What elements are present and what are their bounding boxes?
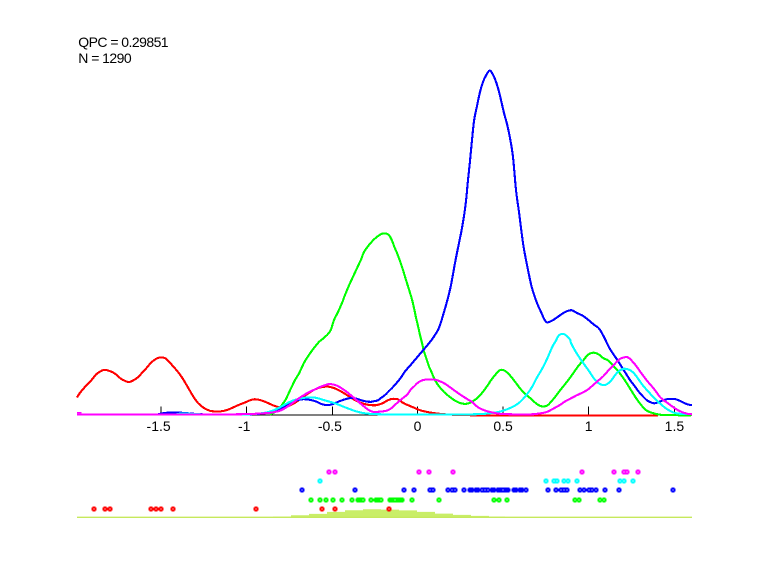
svg-text:-1: -1 (238, 418, 251, 434)
svg-text:0: 0 (414, 418, 422, 434)
svg-text:1: 1 (585, 418, 593, 434)
svg-text:1.5: 1.5 (665, 418, 685, 434)
svg-text:-0.5: -0.5 (318, 418, 342, 434)
svg-text:-1.5: -1.5 (147, 418, 171, 434)
svg-text:N = 1290: N = 1290 (78, 50, 132, 66)
svg-text:QPC = 0.29851: QPC = 0.29851 (78, 34, 169, 50)
svg-text:0.5: 0.5 (493, 418, 513, 434)
